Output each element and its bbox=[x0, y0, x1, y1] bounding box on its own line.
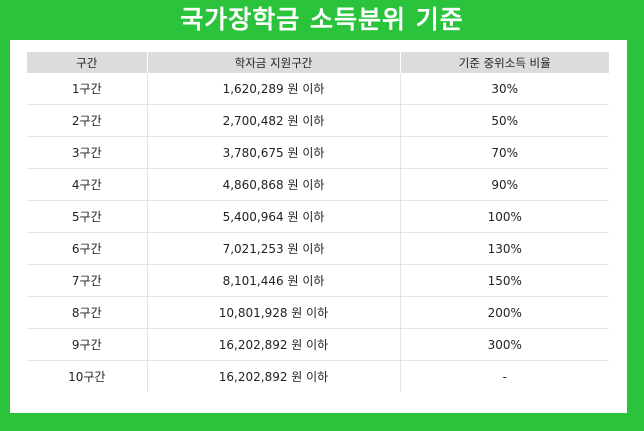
table-row: 7구간 8,101,446 원 이하 150% bbox=[27, 264, 609, 297]
table-row: 3구간 3,780,675 원 이하 70% bbox=[27, 136, 609, 169]
ratio-cell: 50% bbox=[400, 104, 609, 137]
support-range-cell: 2,700,482 원 이하 bbox=[147, 104, 401, 137]
ratio-cell: 30% bbox=[400, 73, 609, 105]
ratio-cell: 90% bbox=[400, 168, 609, 201]
table-header-row: 구간 학자금 지원구간 기준 중위소득 비율 bbox=[27, 52, 609, 73]
column-header-support-range: 학자금 지원구간 bbox=[147, 52, 401, 73]
support-range-cell: 7,021,253 원 이하 bbox=[147, 232, 401, 265]
support-range-cell: 8,101,446 원 이하 bbox=[147, 264, 401, 297]
support-range-cell: 10,801,928 원 이하 bbox=[147, 296, 401, 329]
bracket-cell: 3구간 bbox=[27, 136, 148, 169]
ratio-cell: 150% bbox=[400, 264, 609, 297]
bracket-cell: 4구간 bbox=[27, 168, 148, 201]
column-header-median-income-ratio: 기준 중위소득 비율 bbox=[400, 52, 609, 73]
ratio-cell: 200% bbox=[400, 296, 609, 329]
support-range-cell: 16,202,892 원 이하 bbox=[147, 328, 401, 361]
table-row: 5구간 5,400,964 원 이하 100% bbox=[27, 200, 609, 233]
support-range-cell: 16,202,892 원 이하 bbox=[147, 360, 401, 392]
bracket-cell: 1구간 bbox=[27, 73, 148, 105]
income-bracket-table: 구간 학자금 지원구간 기준 중위소득 비율 1구간 1,620,289 원 이… bbox=[27, 52, 609, 392]
ratio-cell: - bbox=[502, 369, 507, 384]
table-row: 4구간 4,860,868 원 이하 90% bbox=[27, 168, 609, 201]
support-range-cell: 1,620,289 원 이하 bbox=[147, 73, 401, 105]
bracket-cell: 10구간 bbox=[27, 360, 148, 392]
ratio-cell: 130% bbox=[400, 232, 609, 265]
bracket-cell: 7구간 bbox=[27, 264, 148, 297]
table-row: 6구간 7,021,253 원 이하 130% bbox=[27, 232, 609, 265]
bracket-cell: 5구간 bbox=[27, 200, 148, 233]
table-row: 9구간 16,202,892 원 이하 300% bbox=[27, 328, 609, 361]
content-panel: 구간 학자금 지원구간 기준 중위소득 비율 1구간 1,620,289 원 이… bbox=[10, 40, 627, 413]
bracket-cell: 9구간 bbox=[27, 328, 148, 361]
table-row: 2구간 2,700,482 원 이하 50% bbox=[27, 104, 609, 137]
ratio-cell: 300% bbox=[400, 328, 609, 361]
table-row: 1구간 1,620,289 원 이하 30% bbox=[27, 73, 609, 105]
ratio-cell: 70% bbox=[400, 136, 609, 169]
table-row: 8구간 10,801,928 원 이하 200% bbox=[27, 296, 609, 329]
ratio-cell: 100% bbox=[400, 200, 609, 233]
table-row: 10구간 16,202,892 원 이하 - bbox=[27, 360, 609, 392]
bracket-cell: 2구간 bbox=[27, 104, 148, 137]
support-range-cell: 3,780,675 원 이하 bbox=[147, 136, 401, 169]
column-header-bracket: 구간 bbox=[27, 52, 148, 73]
support-range-cell: 5,400,964 원 이하 bbox=[147, 200, 401, 233]
bracket-cell: 8구간 bbox=[27, 296, 148, 329]
support-range-cell: 4,860,868 원 이하 bbox=[147, 168, 401, 201]
bracket-cell: 6구간 bbox=[27, 232, 148, 265]
page-title: 국가장학금 소득분위 기준 bbox=[180, 5, 464, 34]
